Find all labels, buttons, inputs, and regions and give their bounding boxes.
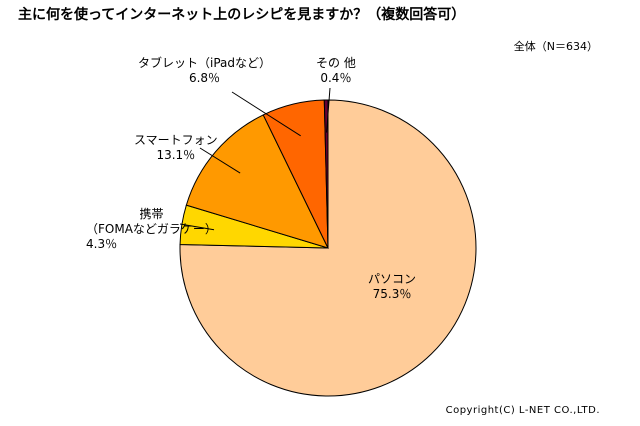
pie-slice: [323, 99, 329, 249]
slice-label-percent: 75.3％: [372, 287, 412, 301]
chart-title: 主に何を使ってインターネット上のレシピを見ますか？（複数回答可）: [18, 7, 466, 23]
slice-label-percent: 13.1％: [156, 148, 196, 162]
slice-label-feature-phone: 携帯 （FOMAなどガラケー） 4.3％: [86, 207, 217, 252]
slice-label-percent: 0.4％: [320, 71, 352, 85]
slice-label-name: 携帯 （FOMAなどガラケー）: [86, 207, 217, 236]
leader-line: [199, 147, 241, 174]
slice-label-pc: パソコン 75.3％: [368, 272, 416, 302]
slice-label-other: その 他 0.4％: [316, 56, 356, 86]
leader-line: [231, 91, 301, 137]
sample-size-note: 全体（N＝634）: [513, 40, 598, 53]
slice-label-name: スマートフォン: [134, 133, 218, 147]
slice-label-percent: 4.3％: [86, 237, 118, 251]
slice-label-name: その 他: [316, 56, 356, 70]
slice-label-name: タブレット（iPadなど）: [138, 56, 272, 70]
slice-label-percent: 6.8％: [188, 71, 221, 85]
slice-label-smartphone: スマートフォン 13.1％: [134, 133, 218, 163]
slice-label-tablet: タブレット（iPadなど） 6.8％: [138, 56, 271, 86]
copyright-notice: Copyright(C) L-NET CO.,LTD.: [445, 405, 600, 416]
leader-line: [326, 87, 331, 133]
slice-label-name: パソコン: [368, 272, 417, 286]
pie-slice: [185, 114, 329, 249]
leader-line: [179, 223, 215, 231]
